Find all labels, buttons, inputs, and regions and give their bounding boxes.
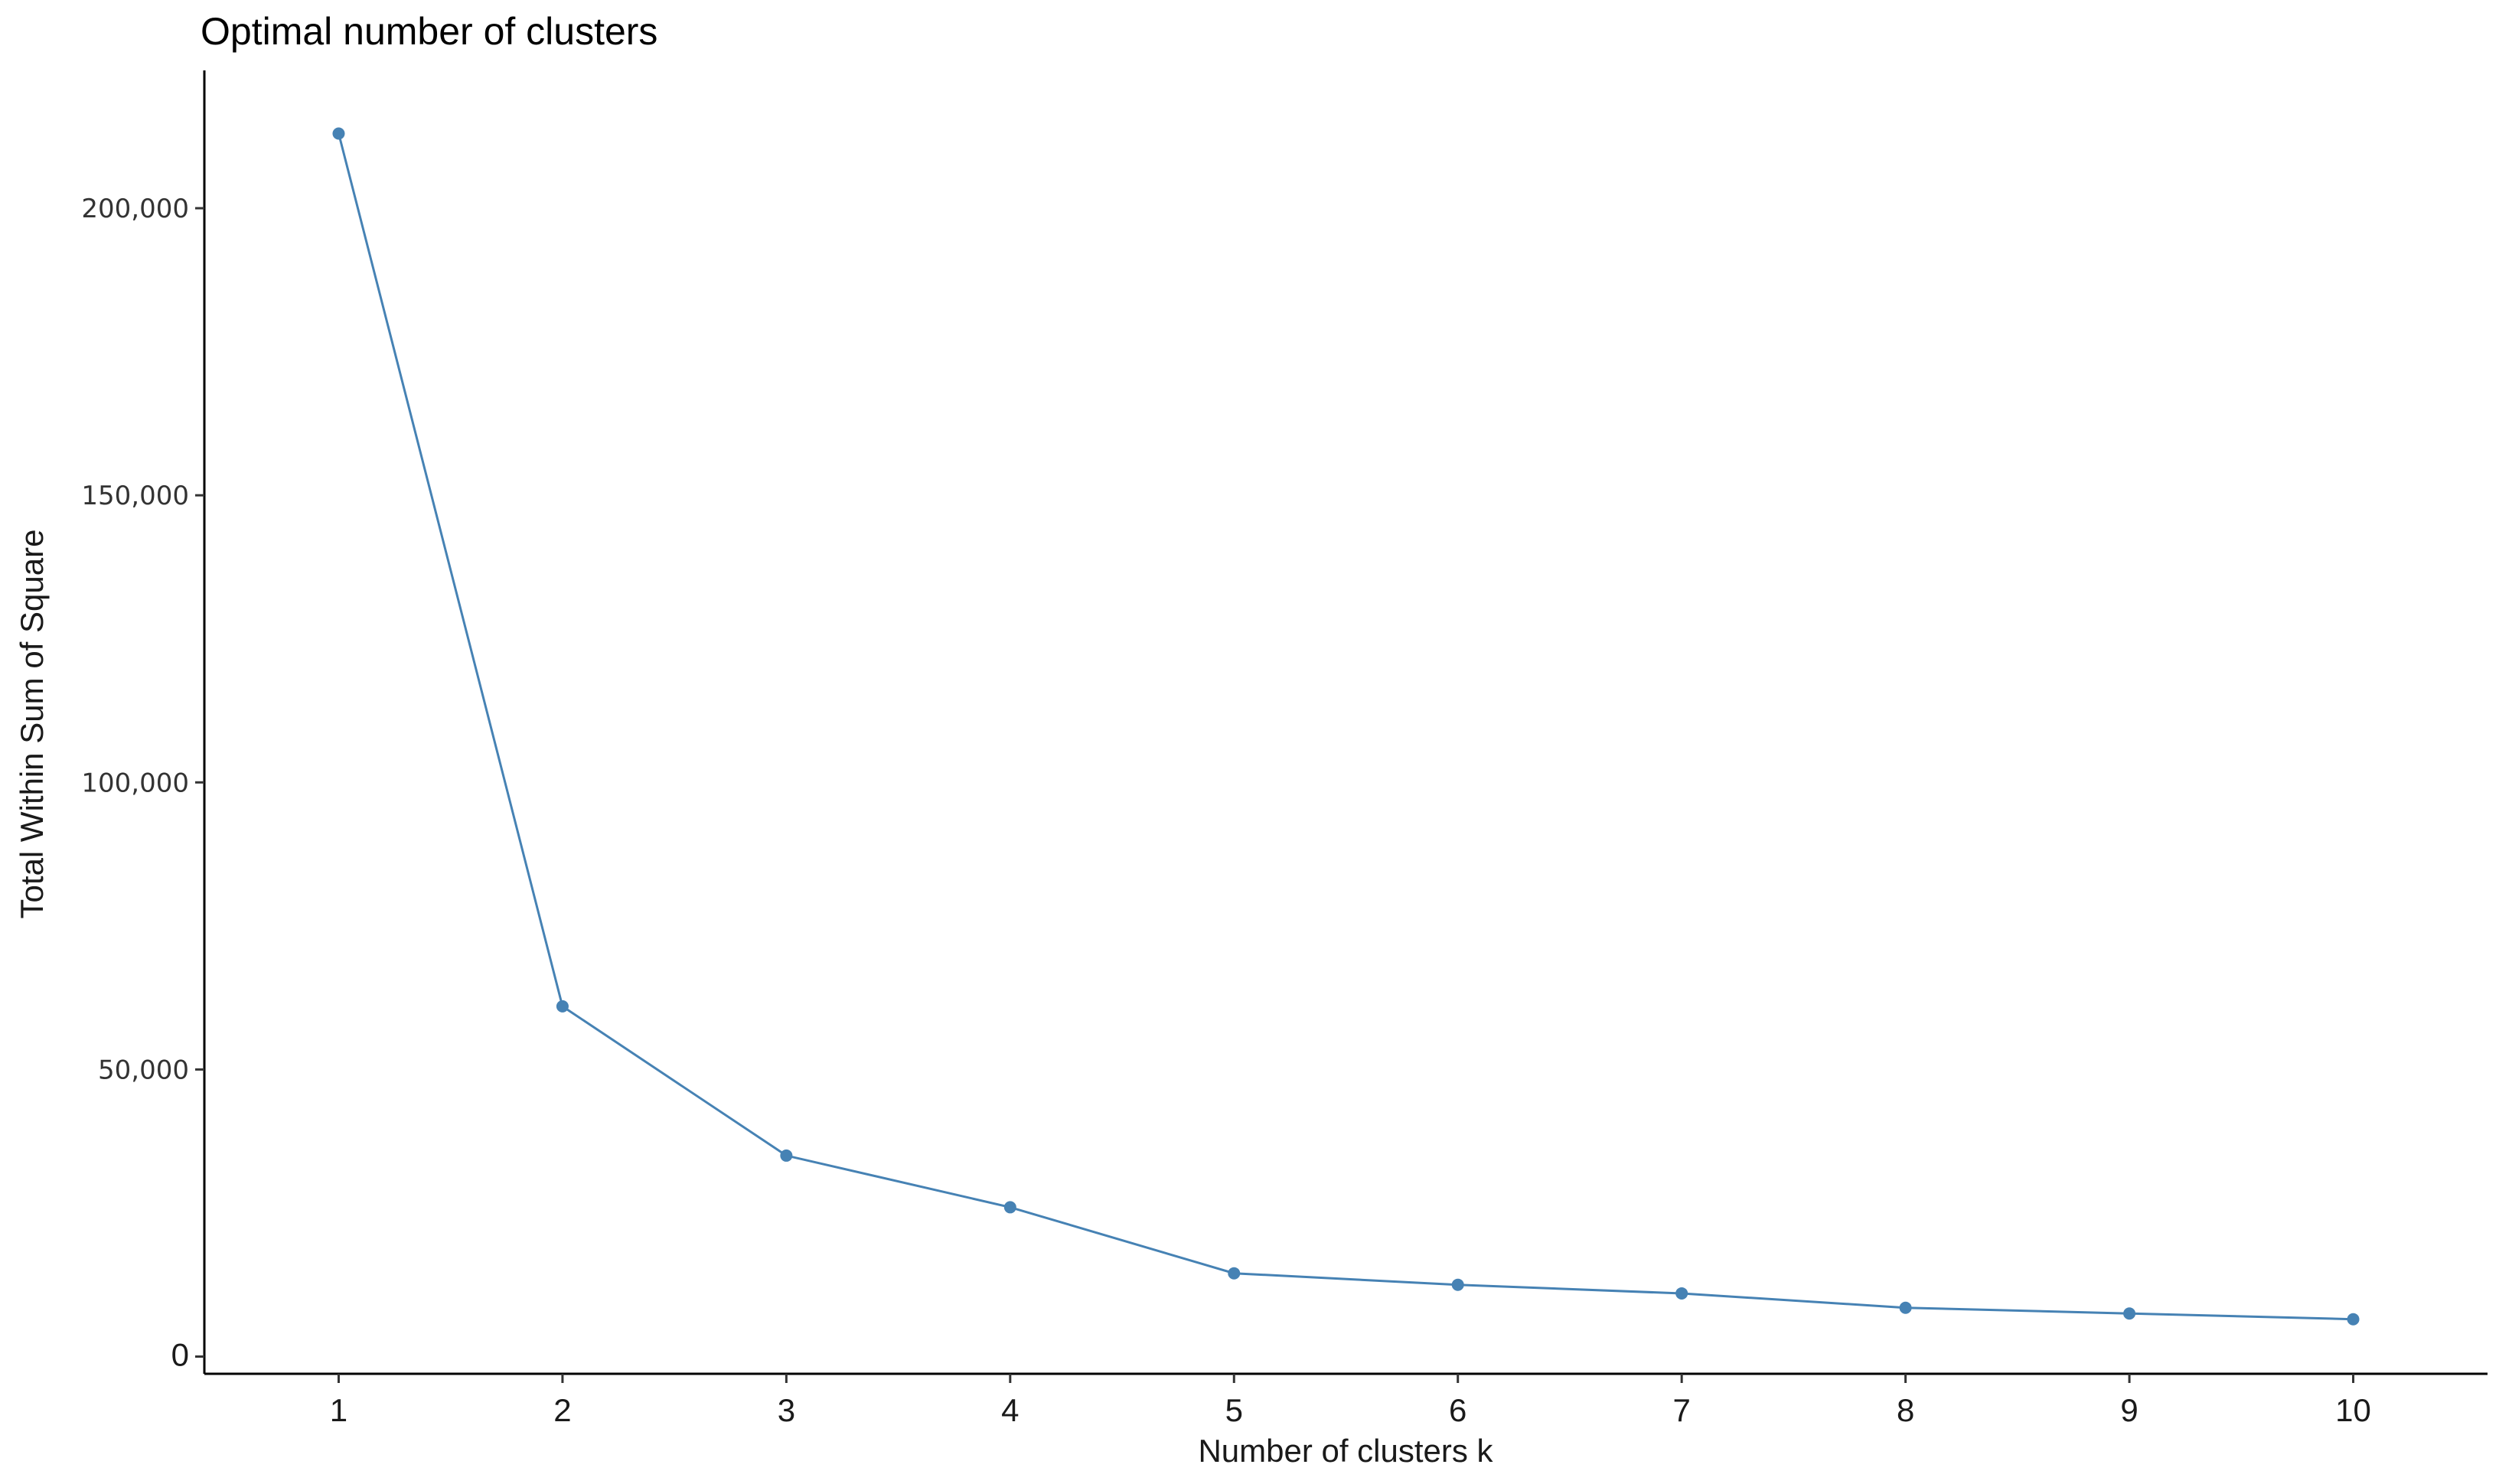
y-tick-label: 50,000	[98, 1055, 189, 1085]
series-line	[338, 133, 2354, 1321]
data-point	[556, 1000, 569, 1013]
y-axis-title: Total Within Sum of Square	[14, 530, 50, 919]
x-tick-label: 9	[2120, 1392, 2138, 1428]
data-point	[332, 127, 345, 140]
data-point	[1451, 1278, 1464, 1291]
x-tick-label: 3	[778, 1392, 795, 1428]
data-point	[2347, 1313, 2360, 1326]
x-tick-label: 10	[2335, 1392, 2371, 1428]
x-tick-label: 8	[1897, 1392, 1914, 1428]
data-point	[2123, 1307, 2136, 1320]
data-point	[1899, 1301, 1912, 1314]
y-tick-label: 0	[171, 1336, 189, 1372]
y-tick-label: 200,000	[81, 194, 189, 224]
x-tick-label: 4	[1001, 1392, 1019, 1428]
y-axis-ticks: 0 50,000 100,000 150,000 200,000	[81, 194, 204, 1372]
data-point	[1675, 1287, 1688, 1300]
x-tick-label: 6	[1449, 1392, 1466, 1428]
data-point	[780, 1149, 793, 1162]
y-tick-label: 150,000	[81, 481, 189, 511]
x-tick-label: 1	[330, 1392, 347, 1428]
chart-title: Optimal number of clusters	[201, 10, 657, 53]
x-tick-label: 2	[553, 1392, 571, 1428]
x-tick-label: 7	[1672, 1392, 1690, 1428]
x-axis-ticks: 1 2 3 4 5 6 7 8 9 10	[330, 1374, 2371, 1428]
y-tick-label: 100,000	[81, 768, 189, 798]
x-tick-label: 5	[1225, 1392, 1243, 1428]
x-axis-title: Number of clusters k	[1198, 1433, 1493, 1469]
data-point	[1003, 1201, 1016, 1214]
data-point	[1228, 1267, 1241, 1280]
plot-area	[332, 127, 2360, 1326]
